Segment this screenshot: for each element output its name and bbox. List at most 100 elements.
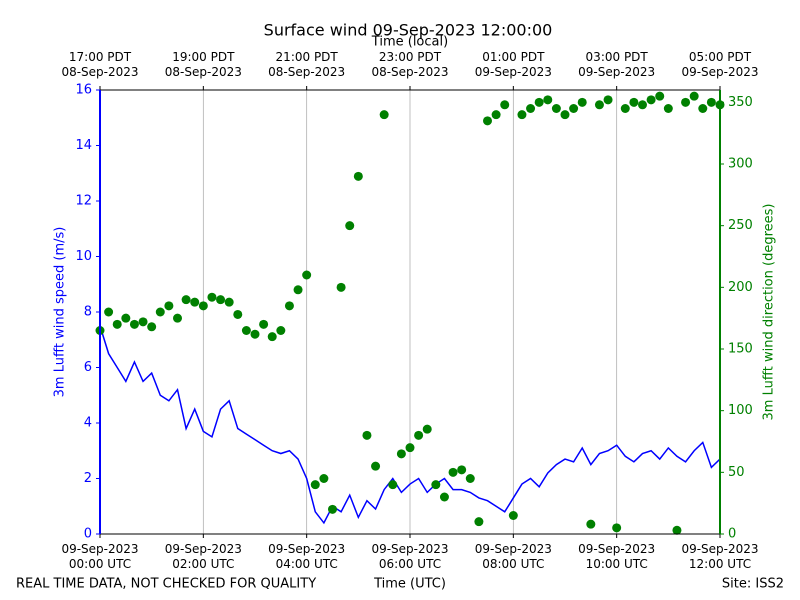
direction-point (638, 100, 647, 110)
direction-point (104, 307, 114, 317)
direction-point (534, 97, 544, 107)
x2-tick-label: 03:00 PDT 09-Sep-2023 (578, 50, 656, 79)
direction-point (284, 301, 294, 311)
x-tick-label: 09-Sep-2023 00:00 UTC (61, 542, 139, 571)
direction-point (328, 504, 337, 514)
direction-point (620, 104, 630, 113)
direction-point (629, 97, 639, 107)
x2-tick-label: 19:00 PDT 08-Sep-2023 (164, 50, 242, 79)
direction-point (491, 110, 501, 120)
direction-point (207, 292, 217, 302)
direction-point (129, 319, 139, 329)
footer-right: Site: ISS2 (722, 577, 784, 592)
direction-point (483, 116, 492, 126)
direction-point (336, 282, 346, 292)
y2-tick-label: 100 (728, 403, 753, 418)
direction-point (646, 95, 656, 105)
y-tick-label: 4 (84, 416, 92, 431)
direction-point (706, 97, 716, 107)
direction-point (233, 309, 243, 319)
direction-point (388, 480, 398, 490)
x-axis-label: Time (UTC) (373, 577, 446, 592)
direction-point (310, 480, 320, 490)
y-tick-label: 12 (75, 194, 92, 209)
direction-point (431, 480, 441, 490)
y-tick-label: 16 (75, 83, 92, 98)
direction-point (302, 270, 312, 280)
y-tick-label: 8 (84, 305, 92, 320)
x-tick-label: 09-Sep-2023 02:00 UTC (164, 542, 242, 571)
direction-point (276, 326, 286, 335)
x2-tick-label: 01:00 PDT 09-Sep-2023 (474, 50, 552, 79)
direction-point (173, 313, 182, 323)
direction-point (569, 104, 579, 113)
x2-tick-label: 23:00 PDT 08-Sep-2023 (371, 50, 449, 79)
direction-point (241, 326, 251, 335)
chart-title: Surface wind 09-Sep-2023 12:00:00 (264, 21, 553, 40)
y2-tick-label: 0 (728, 527, 736, 542)
direction-point (517, 110, 527, 120)
direction-point (259, 319, 269, 329)
direction-point (689, 91, 699, 101)
direction-point (396, 449, 406, 459)
y-tick-label: 14 (75, 138, 92, 153)
direction-point (250, 329, 260, 339)
direction-point (672, 525, 682, 535)
direction-point (319, 474, 329, 483)
direction-point (655, 91, 665, 101)
x-tick-label: 09-Sep-2023 04:00 UTC (268, 542, 346, 571)
direction-point (121, 313, 131, 323)
x-tick-label: 09-Sep-2023 08:00 UTC (474, 542, 552, 571)
y2-tick-label: 300 (728, 157, 753, 172)
direction-point (155, 307, 165, 317)
direction-point (345, 221, 355, 231)
direction-point (112, 319, 122, 329)
x-tick-label: 09-Sep-2023 06:00 UTC (371, 542, 449, 571)
direction-point (362, 430, 372, 440)
y2-tick-label: 50 (728, 465, 745, 480)
direction-point (216, 295, 226, 305)
direction-point (603, 95, 613, 105)
direction-point (663, 104, 673, 113)
x2-axis-label: Time (local) (371, 35, 448, 50)
direction-point (353, 171, 363, 181)
direction-point (164, 301, 174, 311)
x-tick-label: 09-Sep-2023 12:00 UTC (681, 542, 759, 571)
direction-point (698, 104, 708, 113)
direction-point (560, 110, 570, 120)
direction-point (457, 465, 467, 475)
direction-point (526, 104, 536, 113)
direction-point (577, 97, 587, 107)
direction-point (439, 492, 449, 502)
direction-point (190, 297, 200, 307)
direction-point (448, 467, 458, 477)
direction-point (147, 322, 157, 332)
x2-tick-label: 17:00 PDT 08-Sep-2023 (61, 50, 139, 79)
direction-point (405, 443, 415, 453)
x-tick-label: 09-Sep-2023 10:00 UTC (578, 542, 656, 571)
footer-left: REAL TIME DATA, NOT CHECKED FOR QUALITY (16, 577, 316, 592)
direction-point (500, 100, 510, 110)
y-axis-label: 3m Lufft wind speed (m/s) (53, 227, 68, 398)
direction-point (612, 523, 622, 533)
speed-line (99, 325, 721, 525)
direction-point (508, 511, 518, 520)
x2-tick-label: 05:00 PDT 09-Sep-2023 (681, 50, 759, 79)
direction-point (371, 461, 381, 471)
direction-point (181, 295, 191, 305)
y2-tick-label: 250 (728, 218, 753, 233)
direction-point (293, 285, 303, 295)
direction-point (474, 517, 484, 527)
direction-point (586, 519, 596, 529)
y2-tick-label: 350 (728, 95, 753, 110)
direction-point (224, 297, 234, 307)
y-tick-label: 6 (84, 360, 92, 375)
y2-tick-label: 200 (728, 280, 753, 295)
y-tick-label: 2 (84, 471, 92, 486)
direction-point (422, 424, 432, 434)
direction-point (379, 110, 389, 120)
direction-point (414, 430, 424, 440)
direction-point (543, 95, 553, 105)
